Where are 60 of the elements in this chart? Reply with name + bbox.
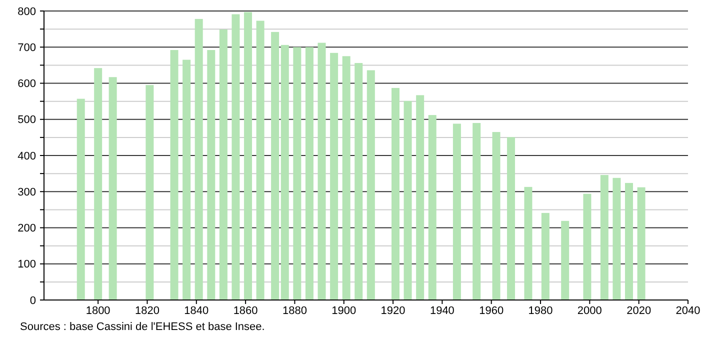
bar — [194, 18, 203, 300]
bar — [637, 187, 646, 300]
bar — [354, 63, 363, 300]
bar — [232, 14, 240, 300]
source-note: Sources : base Cassini de l'EHESS et base Insee. — [20, 321, 265, 333]
bar — [207, 50, 216, 300]
y-tick-label: 200 — [18, 222, 36, 235]
bar — [583, 194, 592, 300]
x-tick-label: 1840 — [184, 305, 209, 317]
bar — [492, 132, 500, 300]
x-tick-label: 1800 — [86, 305, 110, 317]
x-tick-label: 1940 — [430, 305, 454, 317]
bar — [318, 42, 326, 300]
x-tick-label: 2020 — [626, 305, 652, 317]
y-tick-label: 500 — [18, 114, 36, 126]
bar — [219, 29, 228, 300]
bar — [76, 98, 85, 300]
y-tick-label: 600 — [18, 78, 36, 90]
bar — [612, 178, 621, 300]
bar — [293, 47, 302, 300]
bar — [600, 175, 608, 300]
bar — [146, 85, 154, 300]
bar — [366, 70, 375, 300]
bar — [305, 47, 314, 300]
bar — [94, 68, 102, 300]
bar — [472, 122, 481, 300]
x-tick-label: 1880 — [282, 305, 307, 317]
bar — [108, 77, 117, 300]
bar — [342, 56, 350, 300]
bar — [170, 50, 178, 300]
x-tick-label: 1980 — [528, 305, 553, 317]
bar — [271, 32, 280, 300]
y-tick-label: 800 — [18, 6, 36, 18]
bar — [244, 12, 252, 300]
x-tick-label: 1960 — [479, 305, 504, 317]
x-tick-label: 2000 — [577, 305, 602, 317]
bar — [561, 220, 570, 300]
x-tick-label: 1900 — [332, 305, 356, 317]
x-tick-label: 1860 — [233, 305, 258, 317]
y-tick-label: 100 — [18, 258, 36, 271]
bar — [452, 124, 461, 300]
x-tick-label: 1820 — [134, 305, 160, 317]
bar — [416, 95, 424, 300]
bar — [428, 115, 436, 300]
x-tick-label: 2040 — [676, 305, 700, 317]
bar — [524, 186, 532, 300]
bar — [182, 60, 191, 300]
bar — [330, 52, 338, 300]
bar — [391, 88, 400, 300]
bar — [625, 182, 634, 300]
y-tick-label: 0 — [30, 294, 36, 307]
x-tick-label: 1920 — [380, 305, 406, 317]
bar — [404, 100, 412, 300]
bar — [256, 20, 264, 300]
bar — [541, 212, 550, 300]
bar — [280, 44, 289, 300]
y-tick-label: 300 — [18, 186, 36, 198]
bar — [507, 137, 516, 300]
y-tick-label: 400 — [18, 150, 36, 162]
y-tick-label: 700 — [18, 42, 36, 54]
